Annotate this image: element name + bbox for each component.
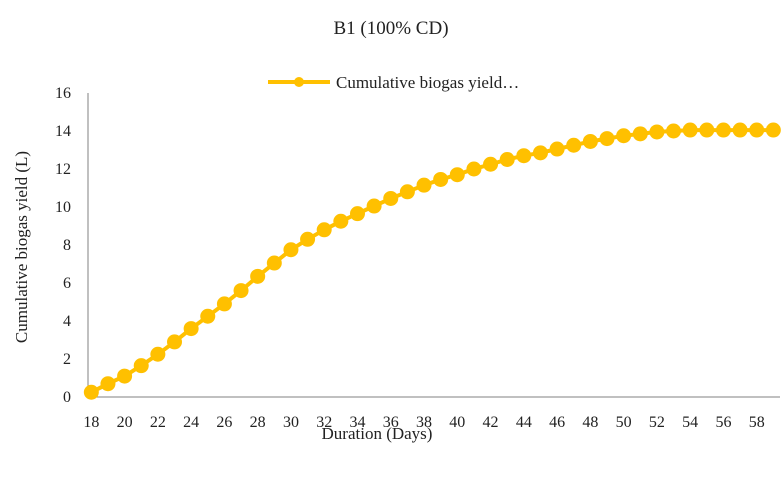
data-point bbox=[399, 184, 415, 200]
data-point bbox=[566, 137, 582, 153]
x-tick-label: 58 bbox=[749, 414, 765, 431]
data-point bbox=[117, 368, 133, 384]
y-tick-label: 12 bbox=[55, 161, 71, 178]
data-point bbox=[649, 124, 665, 140]
series-layer bbox=[83, 122, 781, 400]
data-point bbox=[366, 198, 382, 214]
series-line bbox=[90, 128, 774, 395]
data-point bbox=[699, 122, 715, 138]
x-tick-label: 54 bbox=[682, 414, 698, 431]
data-point bbox=[416, 177, 432, 193]
data-point bbox=[616, 128, 632, 144]
x-tick-label: 32 bbox=[316, 414, 332, 431]
x-tick-label: 52 bbox=[649, 414, 665, 431]
data-point bbox=[599, 131, 615, 147]
y-axis-ticks: 0 2 4 6 8 10 12 14 16 bbox=[55, 85, 71, 406]
x-tick-label: 26 bbox=[216, 414, 232, 431]
x-tick-label: 42 bbox=[483, 414, 499, 431]
data-point bbox=[516, 148, 532, 164]
data-point bbox=[383, 190, 399, 206]
data-point bbox=[266, 255, 282, 271]
y-tick-label: 8 bbox=[63, 237, 71, 254]
data-point bbox=[100, 376, 116, 392]
data-point bbox=[749, 122, 765, 138]
x-tick-label: 40 bbox=[449, 414, 465, 431]
x-tick-label: 56 bbox=[715, 414, 731, 431]
y-tick-label: 16 bbox=[55, 85, 71, 102]
y-tick-label: 0 bbox=[63, 389, 71, 406]
x-tick-label: 38 bbox=[416, 414, 432, 431]
data-point bbox=[732, 122, 748, 138]
data-point bbox=[183, 321, 199, 337]
legend-marker bbox=[294, 77, 304, 87]
x-tick-label: 28 bbox=[250, 414, 266, 431]
data-point bbox=[216, 296, 232, 312]
y-tick-label: 10 bbox=[55, 199, 71, 216]
data-point bbox=[682, 122, 698, 138]
data-point bbox=[549, 141, 565, 157]
data-point bbox=[316, 222, 332, 238]
data-point bbox=[632, 126, 648, 142]
data-point bbox=[300, 231, 316, 247]
y-tick-label: 2 bbox=[63, 351, 71, 368]
data-point bbox=[150, 346, 166, 362]
x-tick-label: 18 bbox=[83, 414, 99, 431]
y-tick-label: 6 bbox=[63, 275, 71, 292]
data-point bbox=[200, 308, 216, 324]
y-axis-title: Cumulative biogas yield (L) bbox=[12, 151, 31, 343]
data-point bbox=[167, 334, 182, 350]
x-axis-ticks: 18 20 22 24 26 28 30 32 34 36 38 40 42 44 46 48 50 52 54 56… bbox=[83, 414, 764, 431]
data-point bbox=[466, 161, 482, 177]
x-tick-label: 24 bbox=[183, 414, 199, 431]
data-point bbox=[233, 283, 249, 299]
legend-label: Cumulative biogas yield… bbox=[336, 73, 519, 92]
data-point bbox=[449, 167, 465, 183]
data-point bbox=[666, 123, 682, 139]
data-point bbox=[765, 122, 781, 138]
chart-title: B1 (100% CD) bbox=[333, 18, 448, 39]
data-point bbox=[349, 206, 365, 222]
x-tick-label: 34 bbox=[349, 414, 365, 431]
x-tick-label: 22 bbox=[150, 414, 166, 431]
x-tick-label: 44 bbox=[516, 414, 532, 431]
x-tick-label: 48 bbox=[582, 414, 598, 431]
data-point bbox=[715, 122, 731, 138]
data-point bbox=[582, 133, 598, 149]
x-tick-label: 30 bbox=[283, 414, 299, 431]
data-point bbox=[433, 171, 449, 187]
data-point bbox=[532, 145, 548, 161]
data-point bbox=[83, 384, 99, 400]
x-tick-label: 50 bbox=[616, 414, 632, 431]
data-point bbox=[499, 152, 515, 167]
data-point bbox=[133, 358, 149, 374]
data-point bbox=[333, 213, 349, 229]
y-tick-label: 14 bbox=[55, 123, 71, 140]
legend: Cumulative biogas yield… bbox=[268, 73, 519, 92]
data-point bbox=[283, 242, 299, 258]
x-tick-label: 46 bbox=[549, 414, 565, 431]
x-axis-title: Duration (Days) bbox=[322, 424, 433, 443]
data-point bbox=[483, 156, 499, 172]
data-point bbox=[250, 268, 266, 284]
y-tick-label: 4 bbox=[63, 313, 71, 330]
x-tick-label: 36 bbox=[383, 414, 399, 431]
x-tick-label: 20 bbox=[117, 414, 133, 431]
